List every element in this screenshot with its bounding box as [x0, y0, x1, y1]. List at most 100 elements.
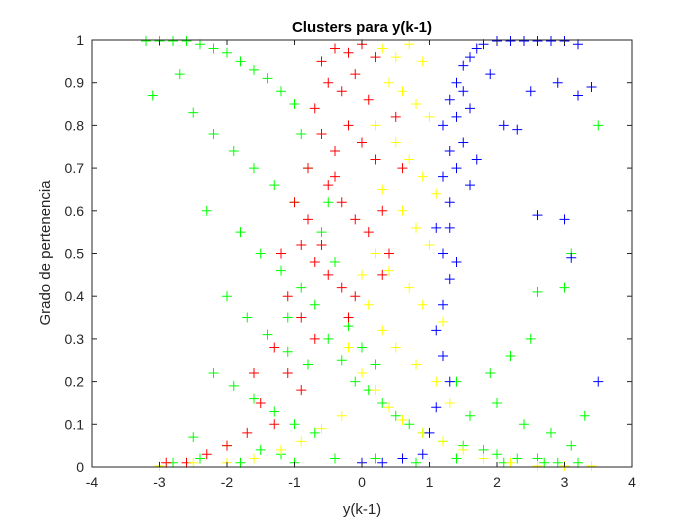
data-point: [532, 461, 543, 471]
data-point: [525, 333, 536, 344]
series-3: [357, 36, 604, 468]
data-point: [363, 94, 374, 105]
data-point: [384, 248, 394, 259]
data-point: [296, 128, 307, 139]
data-point: [255, 444, 266, 455]
data-point: [512, 124, 523, 135]
data-point: [546, 427, 556, 438]
data-point: [336, 197, 347, 208]
y-tick-label: 1: [76, 32, 84, 48]
data-point: [451, 163, 462, 174]
data-point: [384, 402, 394, 413]
data-point: [431, 325, 442, 336]
data-point: [417, 171, 428, 182]
data-point: [532, 210, 543, 221]
data-point: [411, 457, 421, 468]
data-point: [269, 406, 280, 417]
data-point: [350, 376, 361, 387]
data-point: [370, 453, 381, 464]
data-point: [357, 342, 367, 353]
x-tick-label: -4: [86, 474, 99, 490]
data-point: [343, 47, 354, 58]
data-point: [498, 120, 509, 131]
data-point: [255, 248, 266, 259]
data-point: [377, 184, 388, 195]
data-point: [532, 286, 543, 297]
data-point: [296, 385, 307, 396]
data-point: [228, 146, 239, 157]
y-tick-label: 0.5: [65, 246, 85, 262]
data-point: [323, 269, 334, 280]
data-point: [390, 52, 401, 63]
data-point: [208, 128, 219, 139]
data-point: [586, 81, 597, 92]
data-point: [404, 419, 415, 430]
y-axis-title: Grado de pertenencia: [37, 180, 54, 326]
data-point: [411, 99, 421, 110]
data-point: [404, 282, 415, 293]
data-point: [330, 43, 340, 54]
series-2: [154, 39, 597, 471]
data-point: [316, 128, 327, 139]
data-point: [512, 453, 523, 464]
data-point: [552, 457, 563, 468]
data-point: [296, 239, 307, 250]
data-point: [458, 137, 469, 148]
data-point: [316, 423, 327, 434]
data-point: [390, 342, 401, 353]
data-point: [492, 449, 502, 460]
data-point: [438, 120, 448, 131]
data-point: [309, 333, 320, 344]
data-point: [444, 274, 455, 285]
data-point: [397, 205, 408, 216]
data-point: [566, 252, 577, 263]
data-point: [593, 376, 604, 387]
data-point: [343, 342, 354, 353]
data-point: [478, 453, 489, 464]
y-tick-label: 0.7: [65, 160, 85, 176]
data-point: [222, 47, 232, 58]
data-point: [336, 86, 347, 97]
data-point: [579, 410, 590, 421]
data-point: [478, 39, 489, 50]
data-point: [444, 197, 455, 208]
y-tick-label: 0.3: [65, 331, 85, 347]
data-point: [370, 359, 381, 370]
y-tick-label: 0.2: [65, 374, 85, 390]
data-point: [485, 368, 496, 379]
data-point: [431, 376, 442, 387]
data-point: [471, 154, 482, 165]
data-point: [350, 291, 361, 302]
data-point: [586, 461, 597, 471]
data-point: [343, 321, 354, 332]
data-point: [573, 457, 583, 468]
data-point: [323, 333, 334, 344]
data-point: [357, 368, 367, 379]
data-point: [505, 36, 516, 46]
data-point: [350, 214, 361, 225]
data-point: [417, 449, 428, 460]
x-tick-label: 2: [493, 474, 501, 490]
data-point: [222, 440, 232, 451]
data-point: [451, 77, 462, 88]
data-point: [559, 214, 570, 225]
data-point: [411, 222, 421, 233]
data-point: [228, 380, 239, 391]
data-point: [168, 36, 178, 46]
data-point: [242, 427, 253, 438]
x-tick-label: -2: [221, 474, 234, 490]
data-point: [249, 453, 259, 464]
data-point: [289, 419, 300, 430]
data-point: [404, 154, 415, 165]
data-point: [397, 86, 408, 97]
data-point: [330, 257, 340, 268]
data-point: [573, 90, 583, 101]
data-point: [188, 107, 199, 118]
x-tick-label: 4: [628, 474, 636, 490]
data-point: [525, 86, 536, 97]
data-point: [552, 77, 563, 88]
data-point: [336, 355, 347, 366]
data-point: [519, 36, 529, 46]
data-point: [249, 163, 259, 174]
data-point: [262, 73, 273, 84]
